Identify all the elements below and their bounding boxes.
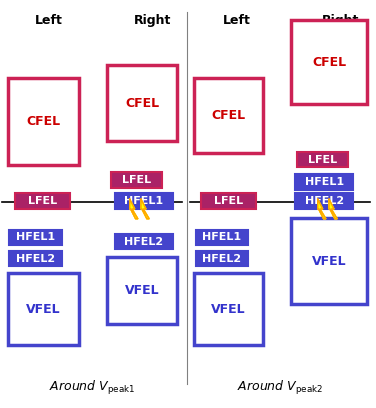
FancyBboxPatch shape [194, 78, 263, 153]
Text: Left: Left [223, 14, 251, 27]
Polygon shape [130, 199, 138, 219]
Text: LFEL: LFEL [308, 155, 337, 164]
FancyBboxPatch shape [8, 273, 79, 345]
FancyBboxPatch shape [291, 218, 367, 304]
Text: Right: Right [133, 14, 171, 27]
Text: VFEL: VFEL [312, 255, 346, 268]
FancyBboxPatch shape [9, 251, 62, 266]
Text: VFEL: VFEL [124, 284, 159, 297]
Polygon shape [141, 199, 149, 219]
Text: $\mathit{Around}\ V_{\mathrm{peak1}}$: $\mathit{Around}\ V_{\mathrm{peak1}}$ [49, 379, 135, 397]
FancyBboxPatch shape [115, 193, 173, 209]
Polygon shape [141, 199, 149, 219]
Text: Right: Right [321, 14, 359, 27]
Text: CFEL: CFEL [312, 56, 346, 69]
Text: HFEL2: HFEL2 [16, 254, 55, 264]
Polygon shape [318, 199, 326, 219]
Text: Left: Left [35, 14, 63, 27]
Text: HFEL2: HFEL2 [124, 237, 164, 246]
FancyBboxPatch shape [194, 273, 263, 345]
FancyBboxPatch shape [115, 234, 173, 249]
FancyBboxPatch shape [8, 78, 79, 165]
Polygon shape [130, 199, 138, 219]
Text: VFEL: VFEL [26, 303, 61, 315]
FancyBboxPatch shape [196, 230, 248, 245]
FancyBboxPatch shape [201, 193, 256, 209]
FancyBboxPatch shape [295, 193, 353, 209]
Text: HFEL1: HFEL1 [305, 177, 344, 187]
FancyBboxPatch shape [9, 230, 62, 245]
Text: LFEL: LFEL [28, 196, 57, 206]
FancyBboxPatch shape [297, 152, 348, 167]
Text: LFEL: LFEL [214, 196, 243, 206]
Text: $\mathit{Around}\ V_{\mathrm{peak2}}$: $\mathit{Around}\ V_{\mathrm{peak2}}$ [237, 379, 323, 397]
FancyBboxPatch shape [291, 20, 367, 104]
FancyBboxPatch shape [107, 65, 177, 141]
Text: HFEL1: HFEL1 [16, 233, 55, 242]
Text: HFEL2: HFEL2 [202, 254, 241, 264]
Text: VFEL: VFEL [211, 303, 246, 315]
Polygon shape [329, 199, 337, 219]
Polygon shape [318, 199, 326, 219]
Text: CFEL: CFEL [125, 97, 159, 109]
Text: HFEL2: HFEL2 [305, 196, 344, 206]
Text: CFEL: CFEL [26, 115, 60, 128]
Text: HFEL1: HFEL1 [124, 196, 164, 206]
FancyBboxPatch shape [196, 251, 248, 266]
Text: HFEL1: HFEL1 [202, 233, 241, 242]
Text: LFEL: LFEL [122, 175, 151, 185]
FancyBboxPatch shape [295, 174, 353, 190]
Text: CFEL: CFEL [211, 109, 246, 122]
FancyBboxPatch shape [111, 172, 162, 188]
FancyBboxPatch shape [107, 257, 177, 324]
Polygon shape [329, 199, 337, 219]
FancyBboxPatch shape [15, 193, 70, 209]
